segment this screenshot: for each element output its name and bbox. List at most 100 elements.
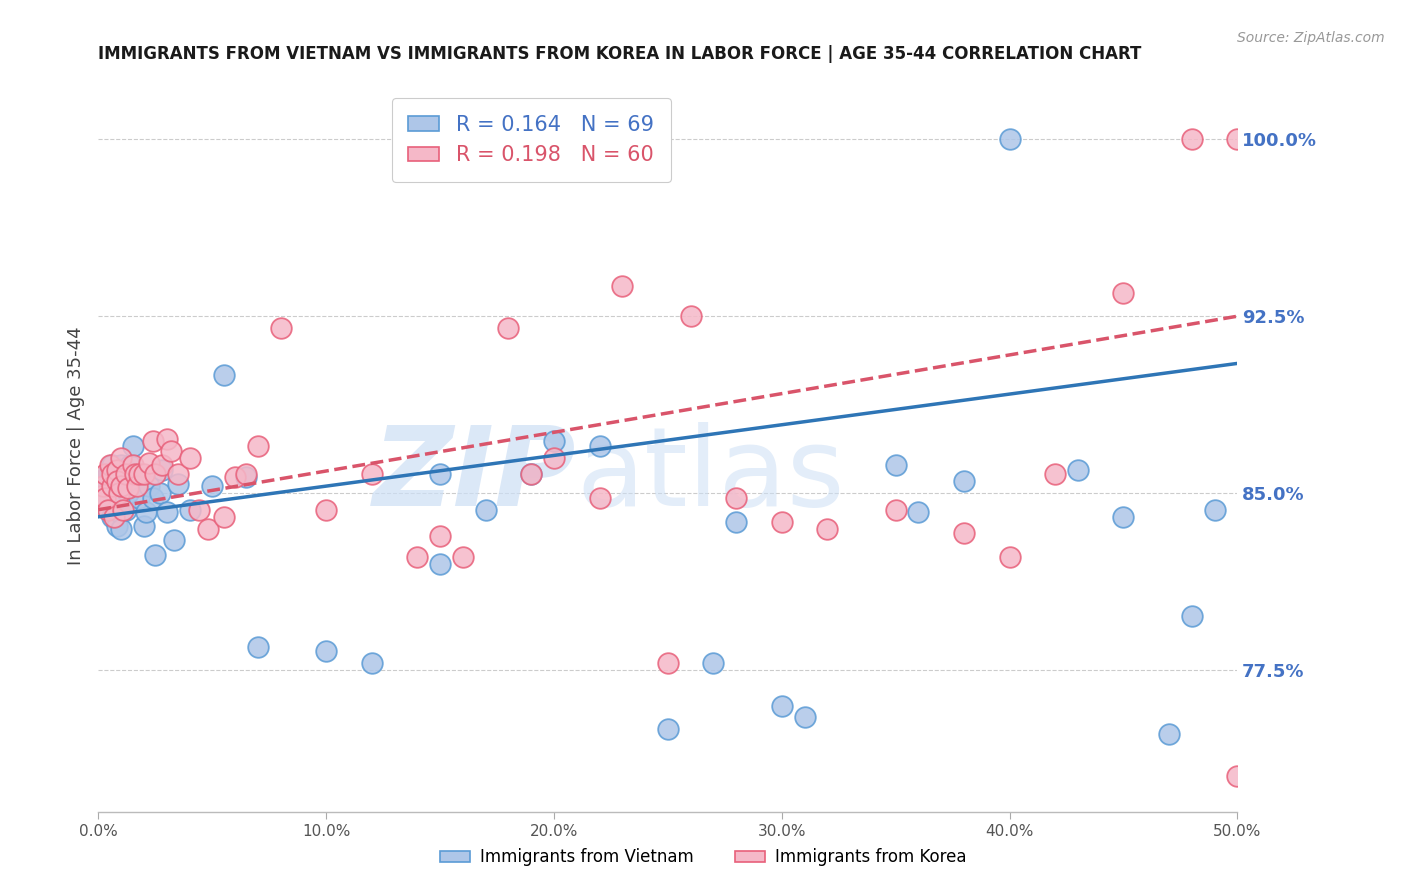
Point bbox=[429, 557, 451, 571]
Point bbox=[1204, 502, 1226, 516]
Point bbox=[91, 482, 114, 496]
Text: Source: ZipAtlas.com: Source: ZipAtlas.com bbox=[1237, 31, 1385, 45]
Point bbox=[1157, 727, 1180, 741]
Point bbox=[156, 505, 179, 519]
Point bbox=[953, 475, 976, 489]
Point bbox=[90, 489, 112, 503]
Point bbox=[110, 479, 132, 493]
Point bbox=[94, 491, 117, 505]
Point bbox=[725, 491, 748, 505]
Point bbox=[105, 462, 128, 476]
Point bbox=[474, 502, 496, 516]
Point bbox=[815, 522, 838, 536]
Point bbox=[1181, 608, 1204, 623]
Point bbox=[132, 467, 155, 482]
Point bbox=[156, 432, 179, 446]
Point bbox=[121, 475, 143, 489]
Point bbox=[429, 529, 451, 543]
Point bbox=[315, 502, 337, 516]
Point bbox=[142, 491, 165, 505]
Legend: Immigrants from Vietnam, Immigrants from Korea: Immigrants from Vietnam, Immigrants from… bbox=[433, 842, 973, 873]
Point bbox=[121, 458, 143, 472]
Point bbox=[907, 505, 929, 519]
Point bbox=[103, 479, 125, 493]
Point bbox=[679, 310, 702, 324]
Point bbox=[1112, 509, 1135, 524]
Point bbox=[91, 479, 114, 493]
Point bbox=[1043, 467, 1066, 482]
Point bbox=[235, 467, 257, 482]
Point bbox=[121, 439, 143, 453]
Point bbox=[110, 450, 132, 465]
Point bbox=[108, 462, 131, 476]
Point bbox=[101, 458, 124, 472]
Point bbox=[103, 475, 125, 489]
Point bbox=[112, 491, 135, 505]
Point bbox=[105, 519, 128, 533]
Point bbox=[212, 368, 235, 383]
Point bbox=[114, 467, 136, 482]
Point bbox=[127, 479, 149, 493]
Point bbox=[543, 434, 565, 449]
Point bbox=[998, 549, 1021, 564]
Point bbox=[108, 486, 131, 500]
Point bbox=[117, 482, 139, 496]
Point bbox=[167, 476, 190, 491]
Point bbox=[150, 462, 173, 476]
Point bbox=[160, 443, 183, 458]
Point bbox=[884, 458, 907, 472]
Point bbox=[201, 479, 224, 493]
Point bbox=[142, 434, 165, 449]
Point bbox=[187, 502, 209, 516]
Point bbox=[110, 458, 132, 472]
Point bbox=[197, 522, 219, 536]
Point bbox=[1181, 132, 1204, 146]
Point bbox=[770, 698, 793, 713]
Point bbox=[150, 458, 173, 472]
Point bbox=[105, 467, 128, 482]
Point bbox=[98, 482, 121, 496]
Point bbox=[406, 549, 429, 564]
Point bbox=[520, 467, 543, 482]
Point bbox=[212, 509, 235, 524]
Point bbox=[112, 486, 135, 500]
Point bbox=[793, 710, 815, 724]
Point bbox=[127, 475, 149, 489]
Point bbox=[132, 519, 155, 533]
Point bbox=[98, 493, 121, 508]
Point bbox=[128, 467, 150, 482]
Point bbox=[124, 475, 146, 489]
Point bbox=[520, 467, 543, 482]
Point bbox=[588, 439, 610, 453]
Point bbox=[770, 515, 793, 529]
Point bbox=[117, 486, 139, 500]
Point bbox=[998, 132, 1021, 146]
Text: IMMIGRANTS FROM VIETNAM VS IMMIGRANTS FROM KOREA IN LABOR FORCE | AGE 35-44 CORR: IMMIGRANTS FROM VIETNAM VS IMMIGRANTS FR… bbox=[98, 45, 1142, 63]
Point bbox=[135, 505, 157, 519]
Point bbox=[138, 479, 160, 493]
Point bbox=[105, 475, 128, 489]
Point bbox=[612, 278, 634, 293]
Y-axis label: In Labor Force | Age 35-44: In Labor Force | Age 35-44 bbox=[66, 326, 84, 566]
Point bbox=[145, 548, 167, 562]
Point bbox=[246, 439, 269, 453]
Point bbox=[543, 450, 565, 465]
Point bbox=[1112, 285, 1135, 300]
Point bbox=[101, 509, 124, 524]
Point bbox=[90, 489, 112, 503]
Point bbox=[94, 467, 117, 482]
Point bbox=[96, 502, 118, 516]
Point bbox=[179, 502, 201, 516]
Point bbox=[108, 505, 131, 519]
Point bbox=[657, 656, 679, 670]
Point bbox=[96, 502, 118, 516]
Text: ZIP: ZIP bbox=[373, 422, 576, 529]
Point bbox=[94, 472, 117, 486]
Text: atlas: atlas bbox=[576, 422, 845, 529]
Point bbox=[235, 469, 257, 483]
Point bbox=[103, 491, 125, 505]
Point bbox=[725, 515, 748, 529]
Point bbox=[498, 321, 520, 335]
Point bbox=[270, 321, 292, 335]
Point bbox=[101, 479, 124, 493]
